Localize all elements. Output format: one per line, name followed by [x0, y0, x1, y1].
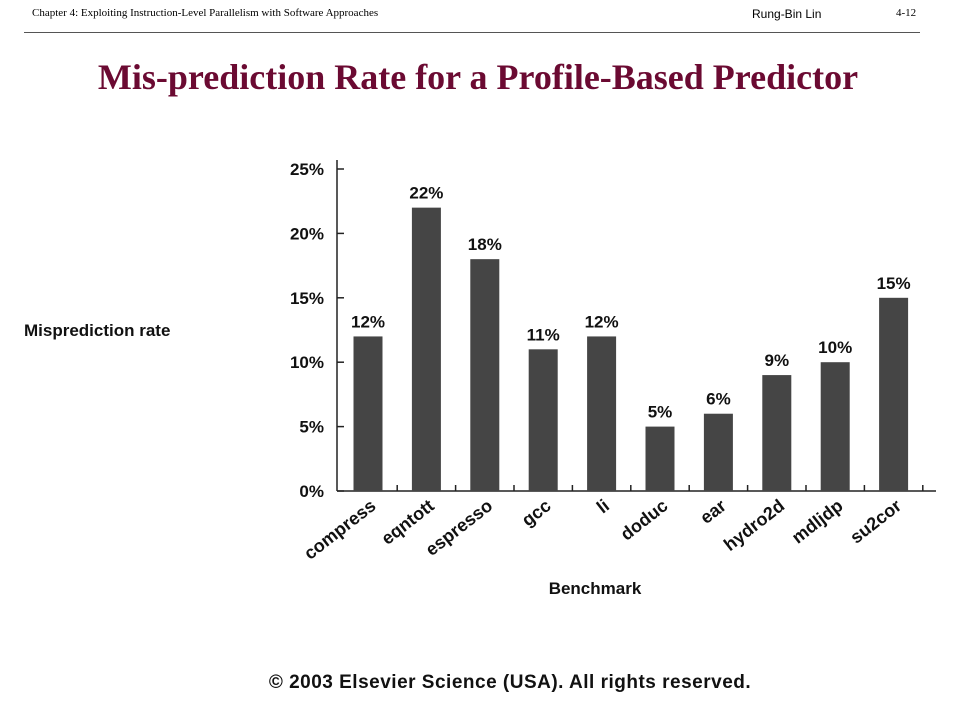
- y-tick-label: 20%: [290, 224, 324, 243]
- data-label: 6%: [706, 390, 731, 409]
- y-tick-label: 25%: [290, 160, 324, 179]
- y-tick-label: 5%: [299, 418, 324, 437]
- x-tick-label: gcc: [518, 495, 555, 530]
- page-number: 4-12: [896, 7, 917, 19]
- bar-doduc: [645, 426, 675, 491]
- data-label: 9%: [765, 351, 790, 370]
- chapter-header: Chapter 4: Exploiting Instruction-Level …: [32, 7, 379, 19]
- y-axis-title: Misprediction rate: [24, 321, 170, 340]
- header-divider: [24, 32, 920, 33]
- x-tick-label: mdljdp: [788, 495, 847, 547]
- bar-li: [587, 336, 617, 491]
- data-label: 11%: [527, 325, 560, 344]
- bar-hydro2d: [762, 375, 792, 491]
- x-tick-label: hydro2d: [720, 495, 788, 554]
- y-tick-label: 15%: [290, 289, 324, 308]
- data-label: 12%: [585, 312, 619, 331]
- x-tick-label: su2cor: [846, 495, 905, 547]
- x-tick-label: ear: [696, 495, 730, 527]
- x-tick-label: li: [593, 495, 613, 517]
- copyright-notice: © 2003 Elsevier Science (USA). All right…: [268, 672, 752, 693]
- x-axis-title: Benchmark: [549, 579, 642, 598]
- x-tick-label: compress: [300, 495, 379, 563]
- data-label: 15%: [877, 274, 911, 293]
- data-label: 10%: [818, 338, 852, 357]
- slide-title: Mis-prediction Rate for a Profile-Based …: [97, 57, 859, 97]
- data-label: 18%: [468, 235, 502, 254]
- bar-espresso: [470, 259, 500, 491]
- bar-su2cor: [879, 297, 909, 491]
- data-label: 22%: [409, 184, 443, 203]
- y-tick-label: 10%: [290, 353, 324, 372]
- author-header: Rung-Bin Lin: [752, 7, 822, 21]
- x-tick-label: doduc: [617, 495, 672, 544]
- data-label: 12%: [351, 312, 385, 331]
- bar-gcc: [528, 349, 558, 491]
- bar-compress: [353, 336, 383, 491]
- bar-eqntott: [411, 207, 441, 491]
- y-tick-label: 0%: [299, 482, 324, 501]
- data-label: 5%: [648, 403, 673, 422]
- bar-ear: [703, 413, 733, 491]
- bar-mdljdp: [820, 362, 850, 491]
